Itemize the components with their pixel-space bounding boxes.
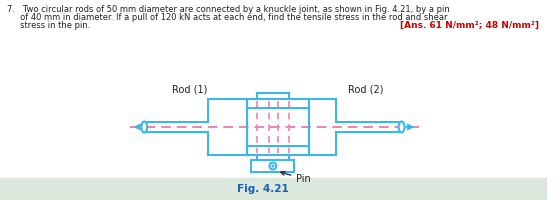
Text: stress in the pin.: stress in the pin. bbox=[7, 21, 90, 30]
Circle shape bbox=[272, 165, 274, 167]
Text: [Ans. 61 N/mm²; 48 N/mm²]: [Ans. 61 N/mm²; 48 N/mm²] bbox=[400, 21, 539, 30]
Ellipse shape bbox=[141, 121, 147, 132]
Text: Rod (1): Rod (1) bbox=[172, 84, 208, 94]
Circle shape bbox=[269, 162, 276, 170]
Text: Fig. 4.21: Fig. 4.21 bbox=[237, 184, 289, 194]
Text: Pin: Pin bbox=[281, 171, 311, 184]
Text: Rod (2): Rod (2) bbox=[348, 84, 383, 94]
Ellipse shape bbox=[399, 121, 404, 132]
Text: of 40 mm in diameter. If a pull of 120 kN acts at each end, find the tensile str: of 40 mm in diameter. If a pull of 120 k… bbox=[7, 13, 447, 22]
Text: 7.   Two circular rods of 50 mm diameter are connected by a knuckle joint, as sh: 7. Two circular rods of 50 mm diameter a… bbox=[7, 5, 450, 14]
